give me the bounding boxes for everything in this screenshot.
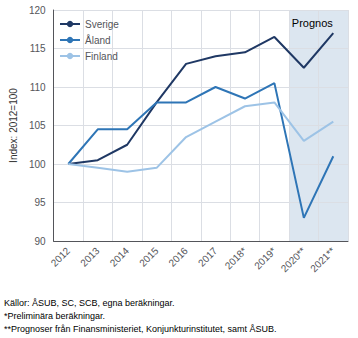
svg-text:100: 100 bbox=[29, 159, 46, 170]
svg-text:95: 95 bbox=[34, 197, 46, 208]
svg-text:Källor: ÅSUB, SC, SCB, egna be: Källor: ÅSUB, SC, SCB, egna beräkningar. bbox=[4, 298, 175, 308]
svg-text:2017: 2017 bbox=[196, 245, 220, 269]
svg-text:120: 120 bbox=[29, 5, 46, 16]
svg-text:2012: 2012 bbox=[49, 245, 73, 269]
svg-text:Sverige: Sverige bbox=[85, 19, 119, 30]
svg-text:Åland: Åland bbox=[85, 34, 111, 46]
svg-text:Finland: Finland bbox=[85, 51, 118, 62]
svg-text:Index: 2012=100: Index: 2012=100 bbox=[8, 88, 19, 163]
svg-text:2015: 2015 bbox=[137, 245, 161, 269]
svg-text:2014: 2014 bbox=[108, 245, 132, 269]
svg-text:90: 90 bbox=[34, 236, 46, 247]
svg-text:2021**: 2021** bbox=[308, 245, 337, 274]
svg-text:2013: 2013 bbox=[78, 245, 102, 269]
svg-text:2020**: 2020** bbox=[279, 245, 308, 274]
svg-text:115: 115 bbox=[30, 43, 46, 54]
svg-text:Prognos: Prognos bbox=[292, 17, 333, 29]
svg-text:105: 105 bbox=[29, 120, 46, 131]
svg-text:2016: 2016 bbox=[166, 245, 190, 269]
svg-text:*Preliminära beräkningar.: *Preliminära beräkningar. bbox=[4, 311, 105, 321]
svg-text:**Prognoser från Finansministe: **Prognoser från Finansministeriet, Konj… bbox=[4, 324, 277, 334]
svg-text:2019*: 2019* bbox=[252, 245, 278, 271]
svg-text:2018*: 2018* bbox=[223, 245, 249, 271]
svg-text:110: 110 bbox=[30, 82, 46, 93]
